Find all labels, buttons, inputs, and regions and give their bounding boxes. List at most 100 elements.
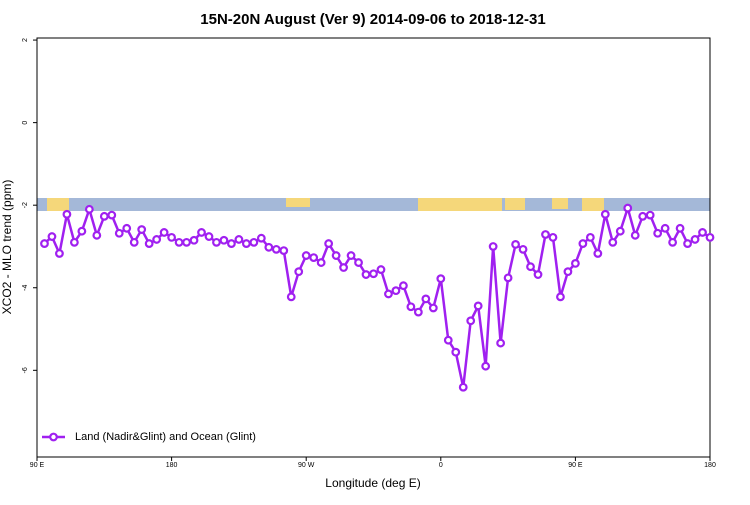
data-point: [623, 203, 633, 213]
data-point: [413, 307, 423, 317]
data-point: [391, 286, 401, 296]
data-point: [189, 235, 199, 245]
data-point: [518, 244, 528, 254]
x-tick-label: 90 E: [568, 462, 583, 469]
data-point: [129, 237, 139, 247]
data-point: [608, 237, 618, 247]
y-axis-label: XCO2 - MLO trend (ppm): [0, 180, 14, 315]
data-point: [264, 242, 274, 252]
data-point: [660, 223, 670, 233]
data-point: [279, 246, 289, 255]
data-point: [511, 240, 520, 249]
plot-frame: [36, 37, 711, 458]
chart-title: 15N-20N August (Ver 9) 2014-09-06 to 201…: [200, 11, 545, 28]
data-point: [705, 232, 715, 242]
data-point: [645, 210, 655, 220]
data-point: [361, 270, 371, 279]
data-point: [526, 262, 535, 272]
data-point: [346, 251, 356, 260]
data-point: [55, 249, 64, 258]
data-point: [556, 292, 565, 302]
data-point: [324, 239, 334, 248]
data-point: [541, 230, 550, 239]
data-point: [309, 253, 319, 263]
y-tick-label: 0: [22, 121, 29, 125]
data-point: [249, 237, 259, 247]
data-point: [376, 265, 386, 274]
y-tick-label: -4: [22, 285, 29, 291]
data-point: [316, 258, 326, 267]
data-point: [107, 210, 117, 220]
data-point: [428, 303, 438, 313]
data-point: [690, 235, 700, 244]
map-strip: [37, 198, 710, 211]
data-point: [294, 267, 304, 277]
data-point: [683, 239, 692, 248]
data-point: [271, 244, 281, 254]
data-point: [451, 347, 461, 357]
data-point: [421, 294, 431, 304]
data-point: [593, 249, 603, 258]
data-point: [77, 226, 87, 236]
data-point: [137, 225, 147, 234]
data-point: [62, 209, 72, 219]
data-point: [548, 232, 558, 242]
data-point: [174, 237, 184, 247]
data-point: [159, 228, 169, 237]
data-point: [496, 338, 506, 348]
data-point: [638, 211, 648, 221]
data-point: [615, 226, 625, 236]
legend-label: Land (Nadir&Glint) and Ocean (Glint): [75, 431, 256, 443]
data-point: [331, 251, 341, 260]
data-point: [533, 270, 543, 279]
data-point: [675, 223, 685, 233]
data-point: [369, 269, 378, 279]
data-point: [698, 228, 707, 237]
data-point: [69, 237, 79, 247]
x-tick-label: 90 E: [30, 462, 45, 469]
data-point: [84, 204, 94, 214]
data-point: [563, 267, 573, 277]
data-point: [443, 335, 453, 345]
data-point: [406, 302, 416, 312]
y-tick-label: 2: [22, 38, 29, 42]
data-point: [227, 239, 236, 248]
data-point: [182, 237, 191, 247]
data-point: [458, 382, 468, 392]
data-point: [40, 239, 49, 248]
data-point: [571, 258, 580, 268]
x-tick-label: 180: [166, 462, 178, 469]
series-line: [43, 203, 711, 388]
data-point: [234, 235, 244, 244]
data-point: [339, 263, 348, 272]
y-tick-label: -2: [22, 202, 29, 208]
data-point: [122, 223, 132, 233]
data-point: [197, 228, 206, 237]
data-point: [144, 239, 154, 248]
x-tick-label: 0: [439, 462, 443, 469]
data-point: [600, 209, 610, 219]
legend-marker: [49, 432, 58, 442]
data-point: [354, 258, 363, 267]
data-point: [399, 281, 408, 291]
data-point: [167, 232, 177, 242]
y-tick-label: -6: [22, 367, 29, 373]
data-point: [473, 301, 483, 311]
data-point: [241, 239, 251, 248]
data-point: [668, 237, 678, 247]
data-point: [481, 361, 491, 371]
data-point: [301, 251, 311, 260]
data-point: [212, 237, 221, 247]
data-point: [256, 233, 266, 243]
data-point: [92, 230, 102, 240]
data-point: [204, 232, 214, 241]
data-point: [630, 230, 640, 240]
data-point: [47, 232, 57, 241]
data-point: [99, 211, 109, 221]
data-point: [114, 228, 124, 238]
x-axis-label: Longitude (deg E): [325, 476, 420, 490]
data-point: [585, 232, 595, 242]
data-point: [466, 316, 476, 326]
